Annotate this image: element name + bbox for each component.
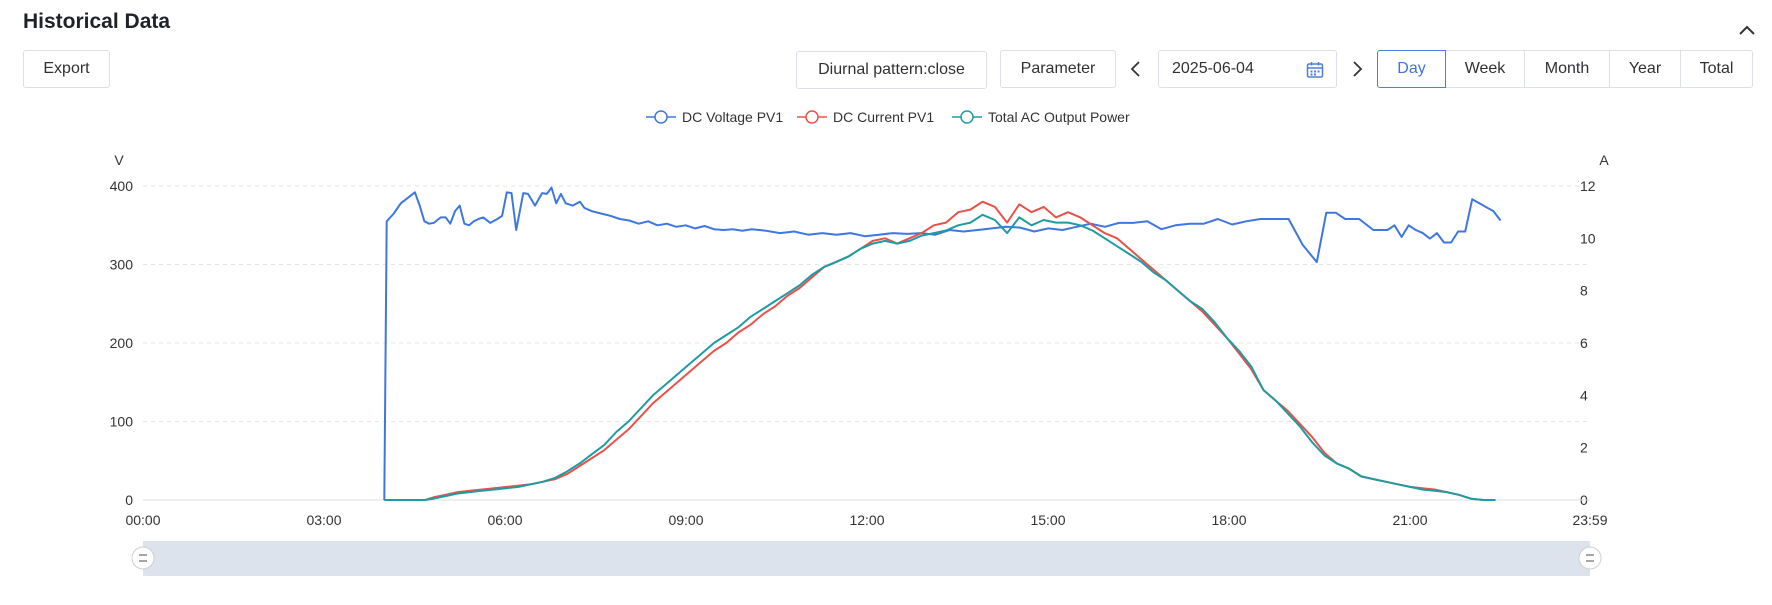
time-range-slider[interactable] (131, 541, 1602, 576)
slider-track[interactable] (143, 541, 1590, 576)
period-week[interactable]: Week (1445, 50, 1525, 88)
date-value: 2025-06-04 (1172, 60, 1254, 77)
left-tick-label: 300 (110, 257, 134, 273)
x-tick-label: 18:00 (1211, 512, 1246, 528)
left-tick-label: 200 (110, 335, 134, 351)
export-button[interactable]: Export (23, 50, 110, 88)
series-line-2 (384, 213, 1496, 501)
period-year[interactable]: Year (1609, 50, 1681, 88)
slider-handle-left[interactable] (131, 546, 155, 570)
chart-legend: DC Voltage PV1 DC Current PV1 Total AC Out… (646, 109, 1130, 125)
x-tick-label: 06:00 (487, 512, 522, 528)
x-tick-label: 23:59 (1572, 512, 1607, 528)
left-axis-label: V (114, 152, 124, 168)
chevron-up-icon[interactable] (1737, 22, 1757, 38)
chevron-left-icon[interactable] (1128, 59, 1144, 79)
legend-entry[interactable]: Total AC Output Power (988, 109, 1130, 125)
calendar-icon[interactable] (1306, 61, 1324, 79)
slider-handle-right[interactable] (1578, 546, 1602, 570)
period-total[interactable]: Total (1680, 50, 1753, 88)
legend-entry[interactable]: DC Voltage PV1 (682, 109, 783, 125)
series-line-0 (383, 186, 1502, 501)
legend-swatch-marker (960, 110, 974, 124)
left-tick-label: 100 (110, 414, 134, 430)
period-selector: Day Week Month Year Total (1377, 50, 1753, 88)
x-tick-label: 21:00 (1392, 512, 1427, 528)
x-tick-label: 12:00 (849, 512, 884, 528)
parameter-button[interactable]: Parameter (1000, 50, 1116, 88)
legend-swatch-marker (805, 110, 819, 124)
diurnal-pattern-button[interactable]: Diurnal pattern:close (796, 51, 987, 89)
chart-grid (143, 185, 1590, 422)
legend-swatch-marker (654, 110, 668, 124)
x-tick-label: 00:00 (125, 512, 160, 528)
page-title: Historical Data (23, 10, 171, 33)
right-tick-label: 2 (1580, 440, 1588, 456)
right-tick-label: 12 (1580, 178, 1596, 194)
right-tick-label: 8 (1580, 283, 1588, 299)
legend-entry[interactable]: DC Current PV1 (833, 109, 934, 125)
x-tick-label: 15:00 (1030, 512, 1065, 528)
chevron-right-icon[interactable] (1349, 59, 1365, 79)
period-month[interactable]: Month (1524, 50, 1610, 88)
right-tick-label: 4 (1580, 387, 1588, 403)
series-line-1 (384, 200, 1496, 501)
x-tick-label: 03:00 (306, 512, 341, 528)
right-axis-label: A (1599, 152, 1609, 168)
x-tick-label: 09:00 (668, 512, 703, 528)
left-tick-label: 400 (110, 178, 134, 194)
left-tick-label: 0 (125, 492, 133, 508)
period-day[interactable]: Day (1377, 50, 1446, 88)
date-picker[interactable]: 2025-06-04 (1158, 50, 1337, 88)
right-tick-label: 6 (1580, 335, 1588, 351)
chart-series (383, 186, 1502, 501)
right-tick-label: 10 (1580, 230, 1596, 246)
